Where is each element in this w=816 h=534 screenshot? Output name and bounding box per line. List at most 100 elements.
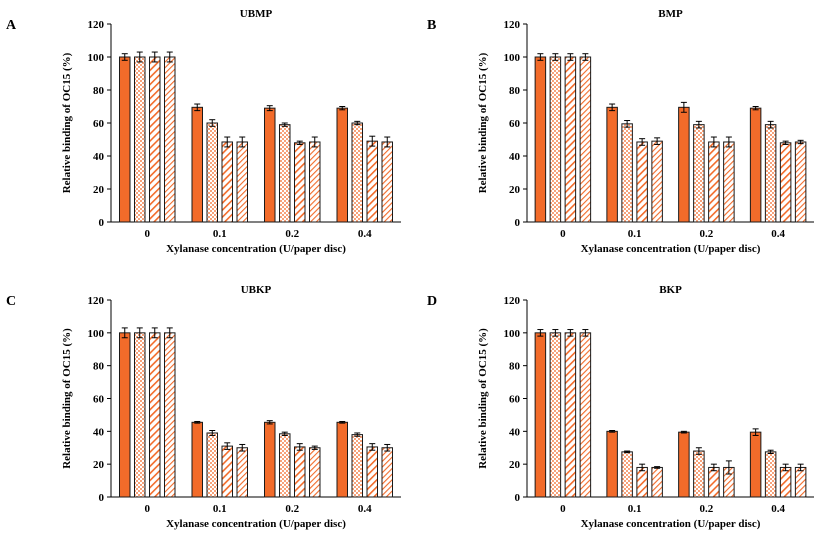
panel-letter: D bbox=[427, 294, 437, 309]
x-tick-label: 0.2 bbox=[285, 228, 299, 240]
bar-hatch-fine bbox=[651, 140, 663, 223]
x-tick-label: 0.4 bbox=[771, 228, 785, 240]
y-tick-label: 80 bbox=[93, 361, 105, 373]
bar-hatch-wide bbox=[564, 332, 577, 498]
bar-solid bbox=[749, 107, 762, 223]
bar-solid bbox=[264, 421, 276, 498]
panel-letter: C bbox=[6, 294, 16, 309]
bar-checker bbox=[693, 124, 705, 223]
bar-hatch-wide bbox=[294, 446, 306, 498]
bar-solid bbox=[191, 106, 203, 223]
x-tick-label: 0 bbox=[145, 228, 151, 240]
bar-hatch-fine bbox=[794, 466, 807, 498]
y-axis-title: Relative binding of OC15 (%) bbox=[61, 52, 73, 193]
x-axis-title: Xylanase concentration (U/paper disc) bbox=[581, 518, 761, 530]
chart-panel-a: A UBMP 0 20 40 60 80 100 120 Relative binding of … bbox=[6, 8, 401, 255]
x-tick-label: 0 bbox=[145, 503, 151, 515]
bar-solid bbox=[534, 56, 547, 223]
bar-hatch-wide bbox=[149, 56, 161, 223]
y-tick-label: 40 bbox=[509, 426, 521, 438]
x-tick-label: 0.4 bbox=[771, 503, 785, 515]
y-tick-label: 120 bbox=[504, 19, 521, 31]
y-tick-label: 20 bbox=[509, 184, 521, 196]
y-tick-label: 120 bbox=[88, 295, 105, 307]
x-tick-label: 0.1 bbox=[628, 228, 642, 240]
y-axis-title: Relative binding of OC15 (%) bbox=[477, 52, 489, 193]
y-tick-label: 60 bbox=[509, 394, 521, 406]
bar-hatch-wide bbox=[636, 466, 648, 498]
bar-checker bbox=[621, 451, 633, 498]
bar-checker bbox=[621, 123, 633, 223]
bar-checker bbox=[206, 122, 218, 223]
chart-title: UBMP bbox=[240, 8, 273, 20]
y-tick-label: 40 bbox=[509, 151, 521, 163]
bar-hatch-fine bbox=[309, 141, 321, 223]
bar-hatch-fine bbox=[651, 466, 663, 498]
y-tick-label: 0 bbox=[515, 492, 521, 504]
bar-solid bbox=[606, 430, 618, 498]
x-tick-label: 0 bbox=[560, 503, 566, 515]
bar-hatch-fine bbox=[164, 332, 176, 498]
bar-hatch-wide bbox=[221, 141, 233, 223]
bar-hatch-fine bbox=[309, 447, 321, 498]
bar-hatch-wide bbox=[221, 445, 233, 498]
x-tick-label: 0 bbox=[560, 228, 566, 240]
bar-solid bbox=[678, 431, 690, 498]
bar-solid bbox=[336, 421, 348, 498]
y-tick-label: 40 bbox=[93, 151, 105, 163]
bar-hatch-fine bbox=[381, 447, 393, 498]
y-tick-label: 100 bbox=[504, 328, 521, 340]
bar-hatch-fine bbox=[794, 141, 807, 223]
bar-checker bbox=[693, 450, 705, 498]
chart-title: UBKP bbox=[241, 284, 272, 296]
bar-solid bbox=[119, 56, 131, 223]
x-tick-label: 0.2 bbox=[700, 228, 714, 240]
x-tick-label: 0.4 bbox=[358, 503, 372, 515]
bar-solid bbox=[119, 332, 131, 498]
bar-checker bbox=[206, 432, 218, 498]
y-tick-label: 60 bbox=[509, 118, 521, 130]
x-tick-label: 0.2 bbox=[700, 503, 714, 515]
bar-solid bbox=[678, 106, 690, 223]
bar-checker bbox=[764, 451, 777, 498]
bar-checker bbox=[134, 332, 146, 498]
bar-hatch-fine bbox=[381, 141, 393, 223]
y-tick-label: 100 bbox=[88, 52, 105, 64]
chart-panel-c: C UBKP 0 20 40 60 80 100 120 Relative binding of … bbox=[6, 284, 401, 530]
x-axis-title: Xylanase concentration (U/paper disc) bbox=[166, 243, 346, 255]
bar-hatch-fine bbox=[164, 56, 176, 223]
y-tick-label: 0 bbox=[99, 217, 105, 229]
bar-checker bbox=[351, 122, 363, 223]
bar-hatch-wide bbox=[294, 142, 306, 223]
x-axis-title: Xylanase concentration (U/paper disc) bbox=[581, 243, 761, 255]
chart-panel-d: D BKP 0 20 40 60 80 100 120 Relative binding of O… bbox=[427, 284, 814, 530]
bar-hatch-wide bbox=[779, 142, 792, 223]
y-tick-label: 80 bbox=[509, 85, 521, 97]
bar-solid bbox=[749, 431, 762, 498]
y-tick-label: 20 bbox=[509, 459, 521, 471]
bar-checker bbox=[549, 332, 562, 498]
bar-hatch-wide bbox=[708, 141, 720, 223]
bar-solid bbox=[191, 421, 203, 498]
y-tick-label: 20 bbox=[93, 184, 105, 196]
panel-letter: A bbox=[6, 18, 17, 33]
y-tick-label: 120 bbox=[88, 19, 105, 31]
bar-hatch-wide bbox=[636, 141, 648, 223]
bar-hatch-wide bbox=[149, 332, 161, 498]
bar-solid bbox=[336, 107, 348, 223]
x-axis-title: Xylanase concentration (U/paper disc) bbox=[166, 518, 346, 530]
bar-hatch-fine bbox=[236, 141, 248, 223]
bar-hatch-wide bbox=[366, 140, 378, 223]
y-tick-label: 80 bbox=[93, 85, 105, 97]
y-axis-title: Relative binding of OC15 (%) bbox=[477, 328, 489, 469]
chart-title: BKP bbox=[659, 284, 682, 296]
bar-checker bbox=[134, 56, 146, 223]
x-tick-label: 0.1 bbox=[213, 228, 227, 240]
x-tick-label: 0.4 bbox=[358, 228, 372, 240]
bar-checker bbox=[764, 124, 777, 223]
y-tick-label: 120 bbox=[504, 295, 521, 307]
bar-hatch-wide bbox=[708, 466, 720, 498]
chart-panel-b: B BMP 0 20 40 60 80 100 120 Relative binding of O… bbox=[427, 8, 814, 255]
y-tick-label: 20 bbox=[93, 459, 105, 471]
bar-hatch-fine bbox=[723, 141, 735, 223]
